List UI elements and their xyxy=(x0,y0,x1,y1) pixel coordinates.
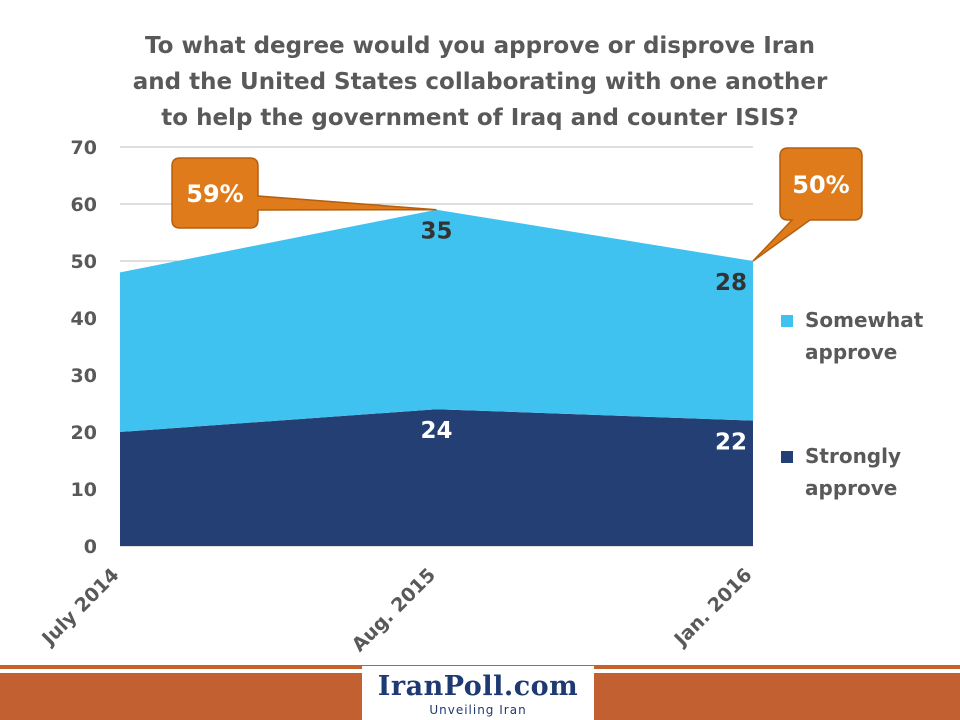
iranpoll-logo: IranPoll.com Unveiling Iran xyxy=(362,666,594,720)
area-strongly-approve xyxy=(120,409,753,546)
x-tick-label-aug-2015: Aug. 2015 xyxy=(348,564,440,656)
callout-text-1: 50% xyxy=(792,171,849,199)
data-labels: 24 22 35 28 xyxy=(420,219,747,456)
legend-label-strongly-approve-0: Strongly xyxy=(805,444,901,468)
y-tick-label-20: 20 xyxy=(71,422,97,444)
y-tick-label-50: 50 xyxy=(71,251,97,273)
legend-label-somewhat-approve-0: Somewhat xyxy=(805,308,924,332)
legend-swatch-somewhat-approve xyxy=(781,315,793,327)
x-axis-ticks: July 2014 Aug. 2015 Jan. 2016 xyxy=(37,564,757,656)
area-series xyxy=(120,209,753,546)
chart-title-line-3: to help the government of Iraq and count… xyxy=(161,105,799,131)
callout-1: 50% xyxy=(752,147,863,262)
chart-title-line-2: and the United States collaborating with… xyxy=(132,69,828,95)
legend-label-strongly-approve-1: approve xyxy=(805,476,897,500)
y-tick-label-10: 10 xyxy=(71,479,97,501)
y-tick-label-70: 70 xyxy=(71,137,97,159)
y-axis-ticks: 0 10 20 30 40 50 60 70 xyxy=(71,137,97,558)
callout-shape-1 xyxy=(752,147,863,262)
data-label-strongly-approve-1: 24 xyxy=(420,418,452,444)
data-label-somewhat-approve-2: 28 xyxy=(715,270,747,296)
legend: Somewhat approve Strongly approve xyxy=(781,308,924,500)
legend-label-somewhat-approve-1: approve xyxy=(805,340,897,364)
y-tick-label-60: 60 xyxy=(71,194,97,216)
y-tick-label-0: 0 xyxy=(84,536,97,558)
area-somewhat-approve xyxy=(120,209,753,432)
x-tick-label-jan-2016: Jan. 2016 xyxy=(669,564,757,652)
legend-swatch-strongly-approve xyxy=(781,451,793,463)
callouts: 59% 50% xyxy=(171,147,863,262)
logo-tagline: Unveiling Iran xyxy=(429,703,527,717)
y-tick-label-40: 40 xyxy=(71,308,97,330)
area-chart: 0 10 20 30 40 50 60 70 July 2014 Aug. 2015 Jan. 2… xyxy=(37,137,924,656)
data-label-somewhat-approve-1: 35 xyxy=(420,219,452,245)
chart-title-line-1: To what degree would you approve or disp… xyxy=(145,33,815,59)
data-label-strongly-approve-2: 22 xyxy=(715,430,747,456)
callout-0: 59% xyxy=(171,157,437,229)
x-tick-label-july-2014: July 2014 xyxy=(37,564,124,651)
logo-text: IranPoll.com xyxy=(377,671,579,702)
callout-text-0: 59% xyxy=(186,180,243,208)
chart-title: To what degree would you approve or disp… xyxy=(60,28,900,136)
y-tick-label-30: 30 xyxy=(71,365,97,387)
callout-shape-0 xyxy=(171,157,437,229)
